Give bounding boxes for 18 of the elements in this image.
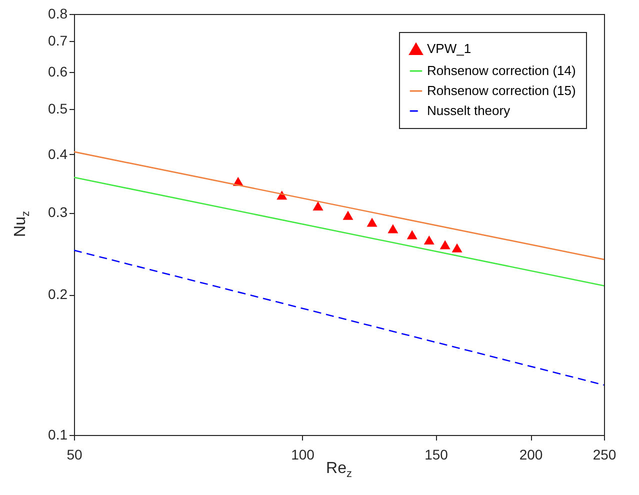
y-tick-label: 0.1 — [48, 426, 68, 442]
x-tick-label: 50 — [66, 446, 82, 462]
y-tick-label: 0.8 — [48, 6, 68, 22]
x-tick-label: 250 — [592, 446, 616, 462]
y-tick-label: 0.5 — [48, 100, 68, 117]
x-axis-title: Re$_{z}$ — [326, 460, 352, 480]
x-tick-label: 150 — [424, 446, 448, 462]
x-tick-label: 100 — [291, 446, 315, 462]
legend-label: Nusselt theory — [427, 103, 511, 118]
y-tick-label: 0.4 — [48, 146, 68, 162]
y-tick-label: 0.2 — [48, 286, 68, 302]
legend-label: Rohsenow correction (15) — [427, 83, 576, 98]
y-tick-label: 0.7 — [48, 32, 68, 49]
y-tick-label: 0.6 — [48, 64, 68, 80]
x-tick-label: 200 — [519, 446, 543, 462]
y-tick-label: 0.3 — [48, 204, 68, 220]
legend-label: Rohsenow correction (14) — [427, 63, 576, 78]
legend-label: VPW_1 — [427, 41, 472, 56]
